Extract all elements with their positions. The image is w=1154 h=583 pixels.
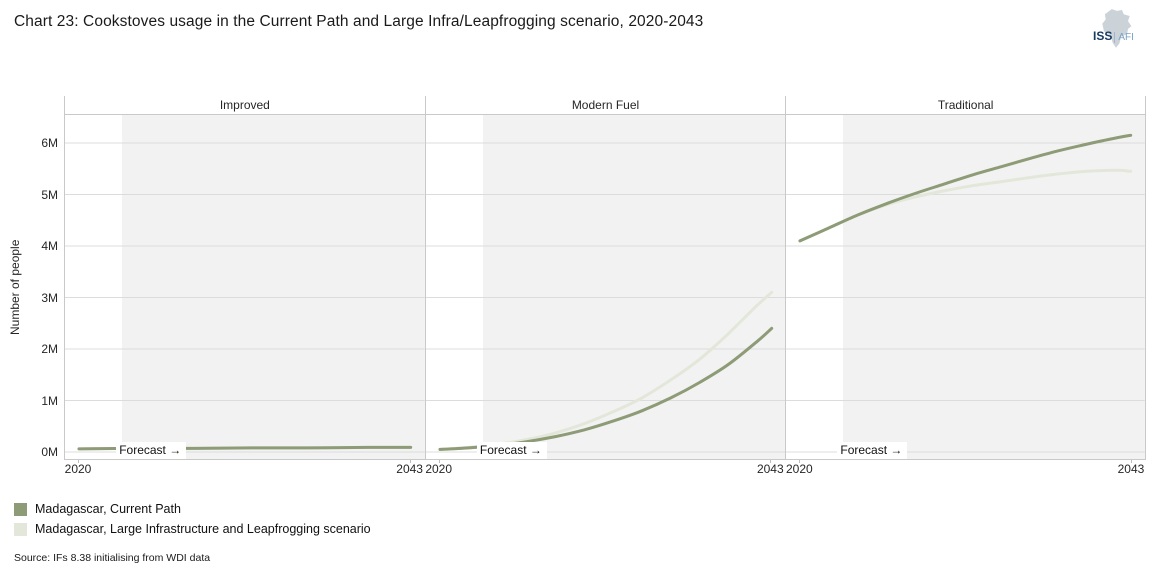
logo-text-afi: AFI [1114, 32, 1134, 43]
x-tick-mark-2020 [78, 460, 80, 463]
series-line [438, 326, 773, 451]
panel-title-modern-fuel: Modern Fuel [424, 96, 786, 115]
panel-plot-improved: Forecast → [64, 115, 425, 460]
panels: Improved Forecast → 2020 2043 Modern Fu [64, 96, 1147, 479]
x-axis-traditional: 2020 2043 [785, 460, 1146, 479]
forecast-label: Forecast → [837, 442, 908, 459]
page-title: Chart 23: Cookstoves usage in the Curren… [14, 13, 704, 30]
y-axis-tick-label: 5M [41, 187, 58, 202]
y-axis-tick-label: 1M [41, 393, 58, 408]
y-axis-tick-label: 0M [41, 445, 58, 459]
y-axis-tick-labels: 0M 1M 2M 3M 4M 5M 6M [26, 96, 64, 479]
panel-modern-fuel: Modern Fuel Forecast → 2020 2043 [424, 96, 786, 479]
panel-plot-modern-fuel: Forecast → [424, 115, 786, 460]
legend-label-large-infra: Madagascar, Large Infrastructure and Lea… [35, 522, 371, 536]
cookstoves-chart: Number of people 0M 1M 2M 3M 4M 5M 6M Improved… [8, 96, 1147, 479]
legend-swatch-current-path [14, 502, 27, 516]
africa-map-icon [1102, 9, 1132, 48]
panel-traditional: Traditional Forecast → 2020 2043 [785, 96, 1147, 479]
legend: Madagascar, Current Path Madagascar, Lar… [14, 499, 371, 539]
x-tick-label-2020: 2020 [64, 462, 92, 476]
series-line [798, 133, 1133, 243]
panel-plot-traditional: Forecast → [785, 115, 1147, 460]
x-tick-mark-2020 [799, 460, 801, 463]
series-line [438, 290, 773, 451]
forecast-label: Forecast → [116, 442, 187, 459]
x-tick-mark-2020 [438, 460, 440, 463]
x-tick-mark-2043 [770, 460, 772, 463]
y-axis-title: Number of people [8, 239, 22, 336]
x-axis-improved: 2020 2043 [64, 460, 425, 479]
x-tick-label-2043: 2043 [756, 462, 784, 476]
y-axis-tick-label: 6M [41, 136, 58, 150]
y-axis-tick-label: 4M [41, 239, 58, 253]
x-tick-mark-2043 [409, 460, 411, 463]
panel-title-improved: Improved [64, 96, 425, 115]
x-tick-label-2020: 2020 [786, 462, 813, 476]
logo-text-iss: ISS [1093, 29, 1113, 43]
x-axis-modern-fuel: 2020 2043 [425, 460, 786, 479]
legend-label-current-path: Madagascar, Current Path [35, 502, 181, 516]
y-axis-tick-label: 3M [41, 290, 58, 305]
y-axis-tick-label: 2M [41, 342, 58, 356]
x-tick-mark-2043 [1130, 460, 1132, 463]
panel-improved: Improved Forecast → 2020 2043 [64, 96, 425, 479]
line-chart-modern-fuel [425, 142, 786, 453]
logo-text: ISS AFI [1093, 27, 1134, 45]
x-tick-label-2020: 2020 [425, 462, 453, 476]
panel-title-traditional: Traditional [785, 96, 1147, 115]
forecast-band [122, 115, 425, 459]
forecast-label: Forecast → [476, 442, 547, 459]
x-tick-label-2043: 2043 [396, 462, 423, 476]
iss-afi-logo: ISS AFI [1086, 4, 1146, 54]
line-chart-improved [65, 142, 425, 453]
series-line [798, 168, 1133, 243]
legend-item-large-infra: Madagascar, Large Infrastructure and Lea… [14, 519, 371, 539]
source-note: Source: IFs 8.38 initialising from WDI d… [14, 552, 211, 564]
legend-swatch-large-infra [14, 522, 27, 536]
legend-item-current-path: Madagascar, Current Path [14, 499, 371, 519]
x-tick-label-2043: 2043 [1117, 462, 1145, 476]
y-axis-title-column: Number of people [8, 96, 26, 479]
line-chart-traditional [786, 133, 1146, 453]
